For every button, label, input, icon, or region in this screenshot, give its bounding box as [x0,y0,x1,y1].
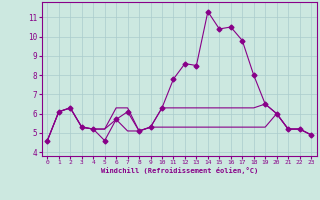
X-axis label: Windchill (Refroidissement éolien,°C): Windchill (Refroidissement éolien,°C) [100,167,258,174]
